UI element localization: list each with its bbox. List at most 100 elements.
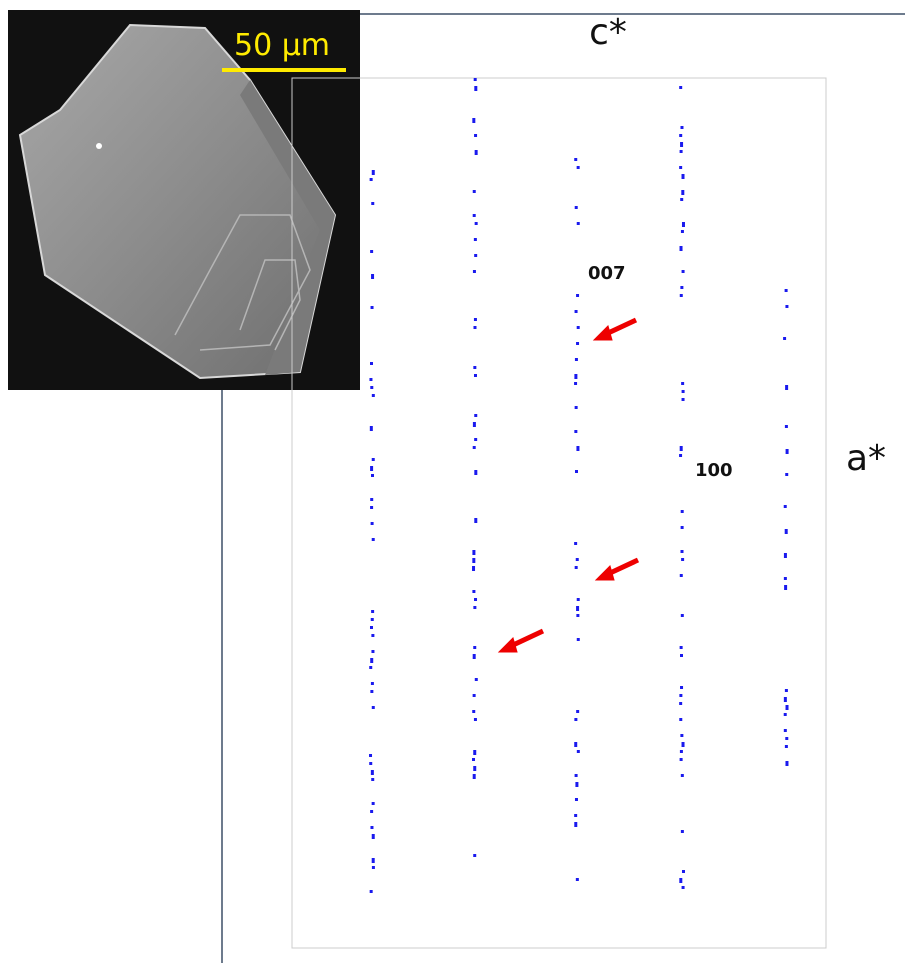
- diffraction-spot: [680, 550, 684, 553]
- diffraction-spot: [784, 689, 788, 692]
- diffraction-spot: [679, 750, 683, 753]
- diffraction-spot: [371, 274, 375, 279]
- diffraction-spot: [369, 426, 373, 431]
- arrow-head: [497, 637, 518, 653]
- diffraction-spot: [371, 650, 375, 653]
- diffraction-spot: [472, 590, 476, 593]
- diffraction-spot: [371, 458, 375, 461]
- reflection-label: 100: [695, 460, 733, 481]
- diffraction-spot: [371, 202, 375, 205]
- diffraction-spot: [679, 646, 683, 649]
- diffraction-spot: [574, 358, 578, 361]
- diffraction-spot: [679, 878, 683, 883]
- diffraction-spot: [370, 690, 374, 693]
- particle: [96, 143, 102, 149]
- diffraction-spot: [783, 697, 787, 702]
- diffraction-spot: [784, 529, 788, 534]
- diffraction-spot: [680, 142, 684, 147]
- diffraction-spot: [574, 742, 578, 747]
- diffraction-spot: [680, 774, 684, 777]
- diffraction-spot: [472, 118, 476, 123]
- diffraction-spot: [474, 678, 478, 681]
- diffraction-spot: [474, 598, 478, 601]
- diffraction-spot: [369, 378, 373, 381]
- growth-step: [174, 214, 311, 351]
- diffraction-spot: [473, 606, 477, 609]
- diffraction-spot: [785, 473, 789, 476]
- diffraction-spot: [574, 822, 578, 827]
- diffraction-spot: [472, 694, 476, 697]
- diffraction-spot: [783, 505, 787, 508]
- diffraction-spot: [679, 694, 683, 697]
- reflection-label: 007: [588, 263, 626, 284]
- diffraction-spot: [472, 710, 476, 713]
- diffraction-spot: [574, 718, 578, 721]
- diffraction-spot: [783, 337, 787, 340]
- diffraction-spot: [370, 810, 374, 813]
- diffraction-spot: [574, 774, 578, 777]
- diffraction-spot: [574, 542, 578, 545]
- diffraction-spot: [681, 390, 685, 393]
- diffraction-spot: [472, 558, 476, 563]
- diffraction-spot: [474, 518, 478, 523]
- diffraction-spot: [371, 538, 375, 541]
- diffraction-spot: [474, 134, 478, 137]
- diffraction-spot: [369, 762, 373, 765]
- diffraction-spot: [679, 86, 683, 89]
- scale-bar-label: 50 μm: [234, 28, 330, 63]
- diffraction-spot: [576, 606, 580, 611]
- diffraction-spot: [472, 758, 476, 761]
- diffraction-spot: [474, 222, 478, 225]
- diffraction-pattern: [369, 78, 789, 893]
- diffraction-spot: [473, 78, 477, 81]
- diffraction-spot: [680, 686, 684, 689]
- arrow: [606, 557, 640, 577]
- diffraction-spot: [472, 446, 476, 449]
- diffraction-spot: [472, 214, 476, 217]
- diffraction-spot: [681, 886, 685, 889]
- diffraction-spot: [369, 890, 373, 893]
- axis-label: c*: [589, 12, 627, 53]
- sem-image: 50 μm: [8, 10, 360, 390]
- diffraction-spot: [576, 294, 580, 297]
- diffraction-spot: [681, 190, 685, 195]
- diffraction-spot: [681, 174, 685, 179]
- diffraction-spot: [370, 770, 374, 775]
- diffraction-spot: [681, 742, 685, 747]
- diffraction-spot: [474, 470, 478, 475]
- diffraction-spot: [574, 430, 578, 433]
- diffraction-spot: [681, 398, 685, 401]
- diffraction-spot: [371, 170, 375, 175]
- diffraction-spot: [575, 782, 579, 787]
- diffraction-spot: [474, 414, 478, 417]
- diffraction-spot: [370, 522, 374, 525]
- diffraction-spot: [784, 585, 788, 590]
- diffraction-spot: [574, 374, 578, 379]
- diffraction-spot: [371, 706, 375, 709]
- diffraction-spot: [574, 798, 578, 801]
- diffraction-spot: [679, 134, 683, 137]
- axis-label: a*: [846, 438, 886, 479]
- diffraction-spot: [474, 254, 478, 257]
- diffraction-spot: [679, 150, 683, 153]
- diffraction-spot: [369, 626, 373, 629]
- diffraction-spot: [679, 166, 683, 169]
- diffraction-spot: [783, 553, 787, 558]
- diffraction-spot: [369, 666, 373, 669]
- diffraction-spot: [371, 610, 375, 613]
- diffraction-spot: [576, 222, 580, 225]
- diffraction-spot: [679, 454, 683, 457]
- diffraction-spot: [473, 718, 477, 721]
- arrow-head: [594, 565, 615, 581]
- diffraction-spot: [574, 206, 578, 209]
- diffraction-spot: [576, 446, 580, 451]
- diffraction-spot: [472, 566, 476, 571]
- diffraction-spot: [370, 506, 374, 509]
- diffraction-spot: [681, 870, 685, 873]
- diffraction-spot: [575, 878, 579, 881]
- diffraction-spot: [371, 634, 375, 637]
- diffraction-spot: [370, 826, 374, 829]
- diffraction-spot: [574, 406, 578, 409]
- diffraction-spot: [681, 222, 685, 227]
- diffraction-spot: [680, 614, 684, 617]
